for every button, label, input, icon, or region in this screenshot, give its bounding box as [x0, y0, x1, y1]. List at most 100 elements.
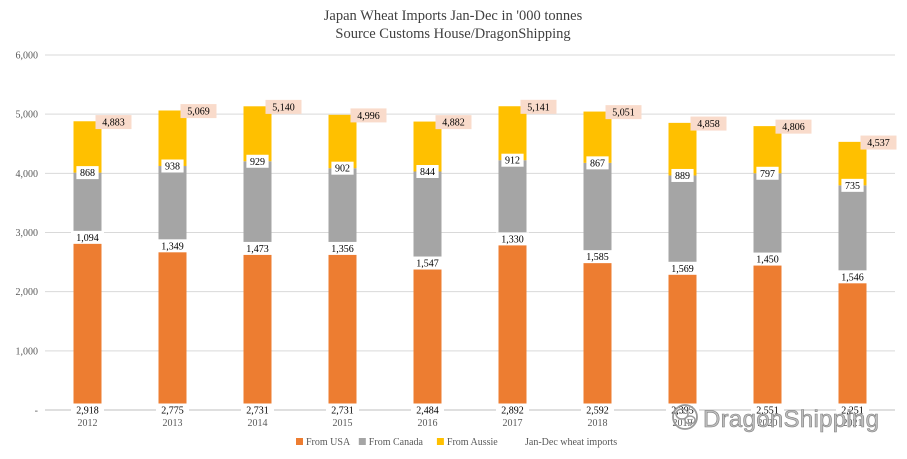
total-label: 5,069 [187, 107, 210, 118]
bar-segment [583, 256, 612, 410]
data-label: 2,892 [501, 406, 524, 417]
data-label-box [756, 166, 779, 180]
total-label-box [265, 99, 302, 114]
total-label: 5,140 [272, 102, 295, 113]
data-label: 2,731 [331, 406, 354, 417]
data-label-box [241, 241, 274, 255]
bar-segment [838, 185, 867, 277]
bar-segment [328, 114, 357, 169]
data-label: 868 [80, 168, 95, 179]
bar-segment [413, 263, 442, 410]
data-label: 2,592 [586, 406, 609, 417]
data-label-box [836, 403, 869, 417]
data-label-box [411, 403, 444, 417]
x-tick-label: 2014 [248, 418, 268, 429]
bar-segment [838, 276, 867, 410]
total-label-box [860, 135, 897, 150]
bar-segment [498, 238, 527, 410]
y-tick-label: 5,000 [16, 110, 39, 121]
bar-segment [158, 165, 187, 246]
bar-segment [583, 162, 612, 257]
data-label: 1,094 [76, 233, 99, 244]
data-label-box [326, 403, 359, 417]
data-label-box [156, 239, 189, 253]
data-label-box [161, 159, 184, 173]
data-label-box [581, 250, 614, 264]
bar-segment [498, 160, 527, 239]
legend-item: From USA [296, 437, 351, 448]
y-tick-label: 6,000 [16, 51, 39, 62]
bar-segment [668, 175, 697, 269]
total-label-box [690, 116, 727, 131]
data-label-box [326, 241, 359, 255]
bars [73, 106, 867, 410]
x-tick-label: 2018 [588, 418, 608, 429]
data-label-box [496, 403, 529, 417]
total-label: 4,806 [782, 122, 805, 133]
legend-item: From Canada [358, 437, 424, 448]
x-tick-label: 2021 [843, 418, 863, 429]
segment-labels: 2,918 1,094 868 2,775 1,349 938 2,731 1,473 929 2… [71, 153, 869, 417]
data-label: 2,484 [416, 406, 439, 417]
total-label-box [775, 119, 812, 134]
legend-item: Jan-Dec wheat imports [525, 437, 617, 448]
data-label-box [501, 153, 524, 167]
data-label: 1,349 [161, 241, 184, 252]
wechat-icon [672, 404, 698, 430]
data-label: 2,775 [161, 406, 184, 417]
data-label: 1,330 [501, 234, 524, 245]
data-label: 938 [165, 161, 180, 172]
x-tick-label: 2015 [333, 418, 353, 429]
bar-segment [158, 110, 187, 166]
bar-segment [243, 106, 272, 162]
data-label: 797 [760, 169, 775, 180]
total-label: 5,051 [612, 108, 635, 119]
bar-segment [73, 172, 102, 238]
bar-segment [583, 111, 612, 163]
data-label-box [666, 261, 699, 275]
legend: From USA From Canada From Aussie Jan-Dec wh… [296, 437, 617, 448]
y-tick-label: - [35, 406, 38, 417]
data-label: 1,450 [756, 255, 779, 266]
data-label-box [71, 230, 104, 244]
y-tick-label: 1,000 [16, 346, 39, 357]
total-label: 5,141 [527, 102, 550, 113]
total-label: 4,858 [697, 119, 720, 130]
total-label: 4,537 [867, 138, 890, 149]
bar-segment [73, 237, 102, 410]
data-label-box [836, 270, 869, 284]
bar-segment [328, 248, 357, 410]
data-label-box [71, 403, 104, 417]
watermark: DragonShipping [672, 404, 879, 433]
total-label-box [435, 115, 472, 130]
data-label-box [156, 403, 189, 417]
legend-label: From Aussie [447, 437, 498, 448]
data-label-box [496, 232, 529, 246]
data-label-box [751, 252, 784, 266]
y-tick-label: 4,000 [16, 169, 39, 180]
bar-segment [668, 122, 697, 176]
data-label: 1,569 [671, 264, 694, 275]
chart-subtitle: Source Customs House/DragonShipping [335, 26, 570, 42]
data-label: 929 [250, 157, 265, 168]
legend-item: From Aussie [436, 437, 498, 448]
data-label-box [751, 403, 784, 417]
data-label: 902 [335, 164, 350, 175]
bar-segment [243, 161, 272, 249]
data-label: 1,547 [416, 259, 439, 270]
legend-swatch [296, 438, 303, 445]
x-tick-label: 2019 [673, 418, 693, 429]
total-label-box [605, 105, 642, 120]
data-label: 1,585 [586, 252, 609, 263]
x-tick-label: 2012 [78, 418, 98, 429]
bar-segment [73, 121, 102, 173]
total-label: 4,883 [102, 118, 125, 129]
bar-segment [498, 106, 527, 161]
x-tick-label: 2017 [503, 418, 523, 429]
bar-segment [413, 171, 442, 264]
data-label: 2,395 [671, 406, 694, 417]
data-label: 2,251 [841, 406, 864, 417]
data-label-box [331, 161, 354, 175]
bar-segment [328, 168, 357, 249]
